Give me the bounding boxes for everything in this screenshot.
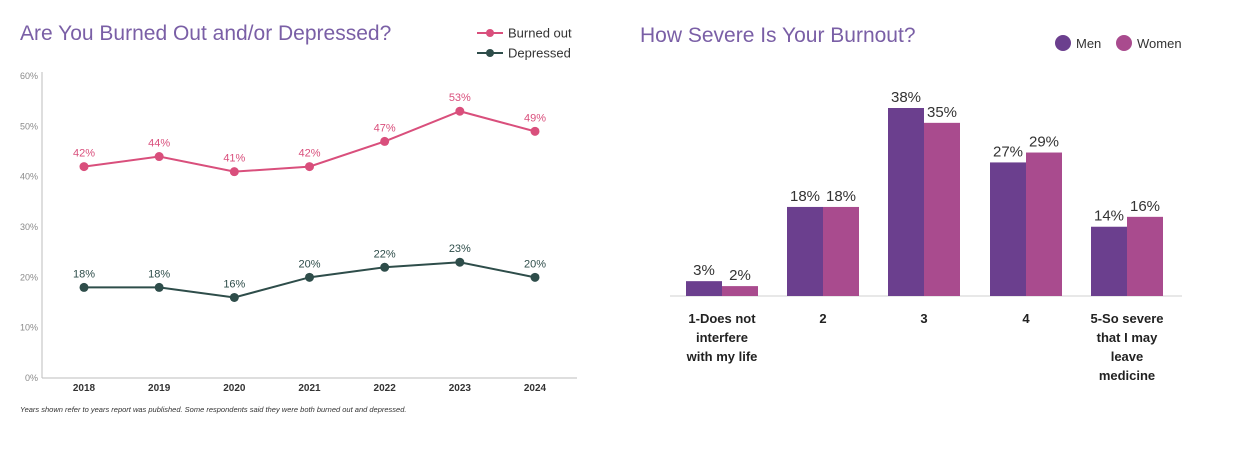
category-label: leave [1111,349,1144,364]
category-label: 2 [819,311,826,326]
data-label: 53% [449,92,471,104]
data-point [305,272,314,282]
data-label: 23% [449,243,471,255]
bar-women [1026,152,1062,296]
bar-value-label: 2% [729,267,751,284]
legend-label: Women [1137,36,1182,51]
data-point [380,262,390,272]
data-label: 41% [223,153,245,165]
bar-men [888,108,924,296]
data-point [380,136,390,146]
x-tick-label: 2019 [148,383,171,394]
category-label: 4 [1022,311,1030,326]
data-label: 18% [148,268,170,280]
line-chart-footnote: Years shown refer to years report was pu… [20,405,406,414]
category-label: medicine [1099,368,1155,383]
bar-value-label: 29% [1029,134,1059,151]
bar-women [924,122,960,296]
category-label: with my life [686,349,758,364]
data-point [229,167,239,177]
data-label: 42% [298,148,320,160]
data-point [79,282,89,292]
data-point [530,126,540,136]
bar-value-label: 14% [1094,208,1124,225]
legend-marker [486,49,494,57]
data-label: 22% [374,248,396,260]
data-point [455,106,465,116]
bar-men [686,281,722,296]
line-legend: Burned out Depressed [477,26,572,61]
bar-value-label: 38% [891,89,921,106]
data-point [154,152,164,162]
legend-label: Burned out [508,26,572,41]
category-label: 1-Does not [688,311,756,326]
data-label: 20% [298,258,320,270]
bar-men [1091,226,1127,296]
y-tick-label: 10% [20,323,38,333]
x-tick-label: 2022 [374,383,397,394]
x-tick-label: 2020 [223,383,246,394]
data-point [530,272,540,282]
y-tick-label: 30% [20,222,38,232]
bar-chart-title: How Severe Is Your Burnout? [640,24,916,47]
x-tick-label: 2024 [524,383,547,394]
legend-marker [1116,35,1132,51]
line-chart-title: Are You Burned Out and/or Depressed? [20,22,391,45]
y-tick-label: 50% [20,121,38,131]
legend-label: Men [1076,36,1101,51]
y-tick-label: 40% [20,172,38,182]
data-label: 20% [524,258,546,270]
y-tick-label: 60% [20,71,38,81]
data-label: 42% [73,148,95,160]
bar-women [722,286,758,296]
category-label: interfere [696,330,748,345]
y-tick-label: 20% [20,272,38,282]
bar-value-label: 18% [790,188,820,205]
bar-men [990,162,1026,296]
bar-value-label: 18% [826,188,856,205]
x-tick-label: 2023 [449,383,472,394]
category-label: 3 [920,311,927,326]
line-series: 42% 44% 41% 42% 47% 53% 49% 18% 18% 16% 20% 22% 23% 2… [73,92,546,302]
bar-women [1127,216,1163,296]
line-chart: Are You Burned Out and/or Depressed? Bur… [20,22,577,414]
legend-marker [1055,35,1071,51]
y-tick-label: 0% [25,373,38,383]
bar-value-label: 3% [693,262,715,279]
data-point [455,257,465,267]
data-label: 18% [73,268,95,280]
legend-marker [486,29,494,37]
data-label: 16% [223,278,245,290]
data-point [79,162,89,172]
data-point [305,162,314,172]
data-point [154,282,164,292]
bar-chart: How Severe Is Your Burnout? Men Women 1-D… [640,24,1182,383]
bar-bars: 3% 2% 18% 18% 38% 35% 27% 29% 14% 16% [686,89,1163,296]
bar-men [787,206,823,296]
category-label: that I may [1097,330,1158,345]
bar-value-label: 16% [1130,198,1160,215]
bar-women [823,206,859,296]
data-label: 47% [374,122,396,134]
bar-value-label: 27% [993,143,1023,160]
x-tick-label: 2018 [73,383,96,394]
data-point [229,292,239,302]
category-label: 5-So severe [1091,311,1164,326]
legend-label: Depressed [508,46,571,61]
data-label: 44% [148,138,170,150]
x-tick-label: 2021 [298,383,321,394]
line-axes: 0% 10% 20% 30% 40% 50% 60% 2018 2019 2020 2021 2022… [20,71,577,394]
bar-legend: Men Women [1055,35,1182,51]
bar-value-label: 35% [927,104,957,121]
bar-axes: 1-Does not interfere with my life 2 3 4 5-So s… [670,295,1182,383]
data-label: 49% [524,112,546,124]
